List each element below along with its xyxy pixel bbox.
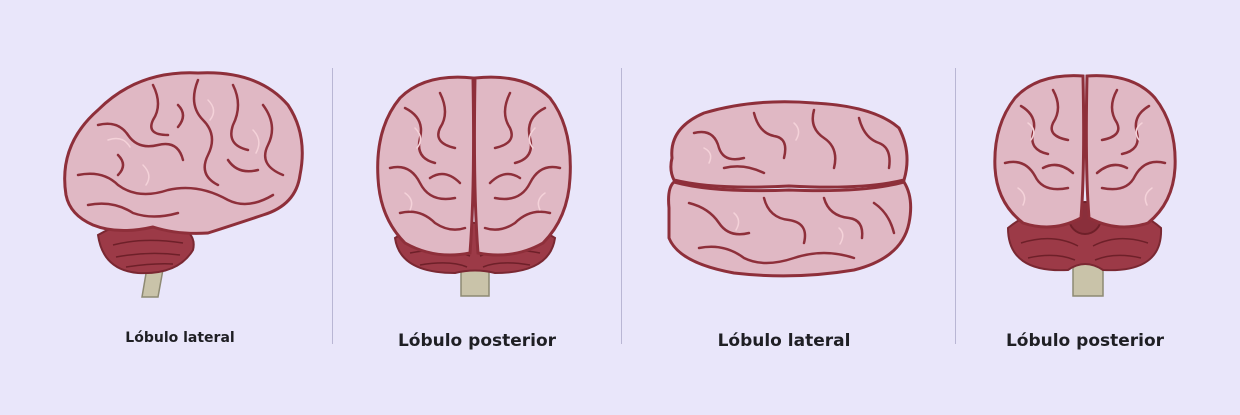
brain-top-view-icon [667, 100, 913, 278]
panel-caption: Lóbulo lateral [717, 331, 851, 351]
panel-divider [621, 68, 622, 344]
brain-back-view-icon [376, 75, 572, 297]
brain-panel-4: Lóbulo posterior [956, 0, 1240, 415]
panel-divider [955, 68, 956, 344]
brain-panel-1: Lóbulo lateral [0, 0, 332, 415]
panel-caption: Lóbulo posterior [1005, 331, 1165, 351]
brain-panel-3: Lóbulo lateral [622, 0, 955, 415]
brain-panel-2: Lóbulo posterior [333, 0, 621, 415]
brain-back-view-icon [993, 74, 1177, 297]
brain-side-view-icon [63, 71, 304, 298]
panel-caption: Lóbulo posterior [397, 331, 557, 351]
panel-caption: Lóbulo lateral [125, 330, 235, 346]
panel-divider [332, 68, 333, 344]
